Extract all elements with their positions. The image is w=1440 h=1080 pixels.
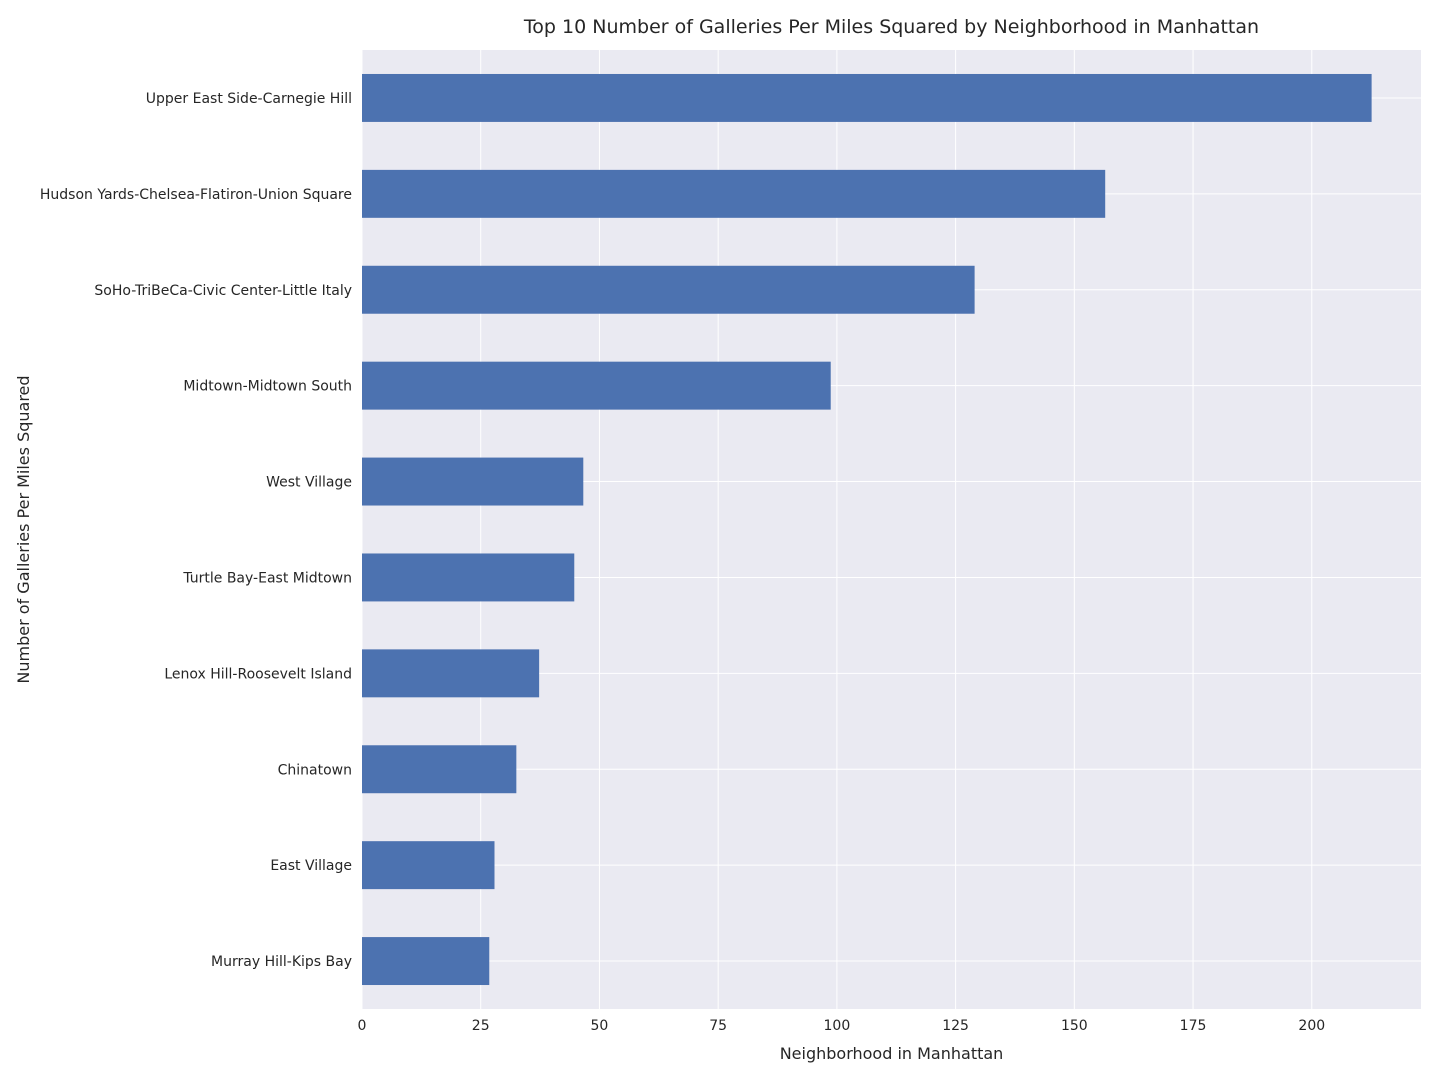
bar [362,841,495,890]
category-label: Turtle Bay-East Midtown [182,570,352,586]
category-label: East Village [270,858,352,874]
x-tick-label: 150 [1061,1018,1088,1034]
chart-title: Top 10 Number of Galleries Per Miles Squ… [523,16,1259,38]
category-label: Chinatown [278,762,352,778]
x-tick-label: 175 [1180,1018,1207,1034]
bar [362,745,517,794]
x-tick-labels: 0 25 50 75 100 125 150 175 200 [358,1018,1326,1034]
bar [362,553,575,602]
category-label: SoHo-TriBeCa-Civic Center-Little Italy [94,283,352,299]
x-tick-label: 25 [472,1018,490,1034]
bar [362,361,831,410]
x-axis-label: Neighborhood in Manhattan [780,1044,1004,1063]
bars [362,73,1372,986]
x-tick-label: 50 [591,1018,609,1034]
y-axis-label: Number of Galleries Per Miles Squared [14,375,33,683]
bar [362,649,540,698]
bar [362,169,1106,218]
x-tick-label: 200 [1298,1018,1325,1034]
category-labels: Upper East Side-Carnegie Hill Hudson Yard… [40,91,352,970]
category-label: Lenox Hill-Roosevelt Island [164,666,352,682]
category-label: Murray Hill-Kips Bay [211,954,352,970]
bar [362,73,1372,122]
x-tick-label: 75 [709,1018,727,1034]
bar [362,457,584,506]
x-tick-label: 0 [358,1018,367,1034]
x-tick-label: 125 [942,1018,969,1034]
bar [362,265,975,314]
x-tick-label: 100 [824,1018,851,1034]
category-label: Upper East Side-Carnegie Hill [146,91,352,107]
category-label: West Village [266,475,352,491]
bar [362,937,490,986]
category-label: Hudson Yards-Chelsea-Flatiron-Union Squa… [40,187,352,203]
category-label: Midtown-Midtown South [183,379,352,395]
